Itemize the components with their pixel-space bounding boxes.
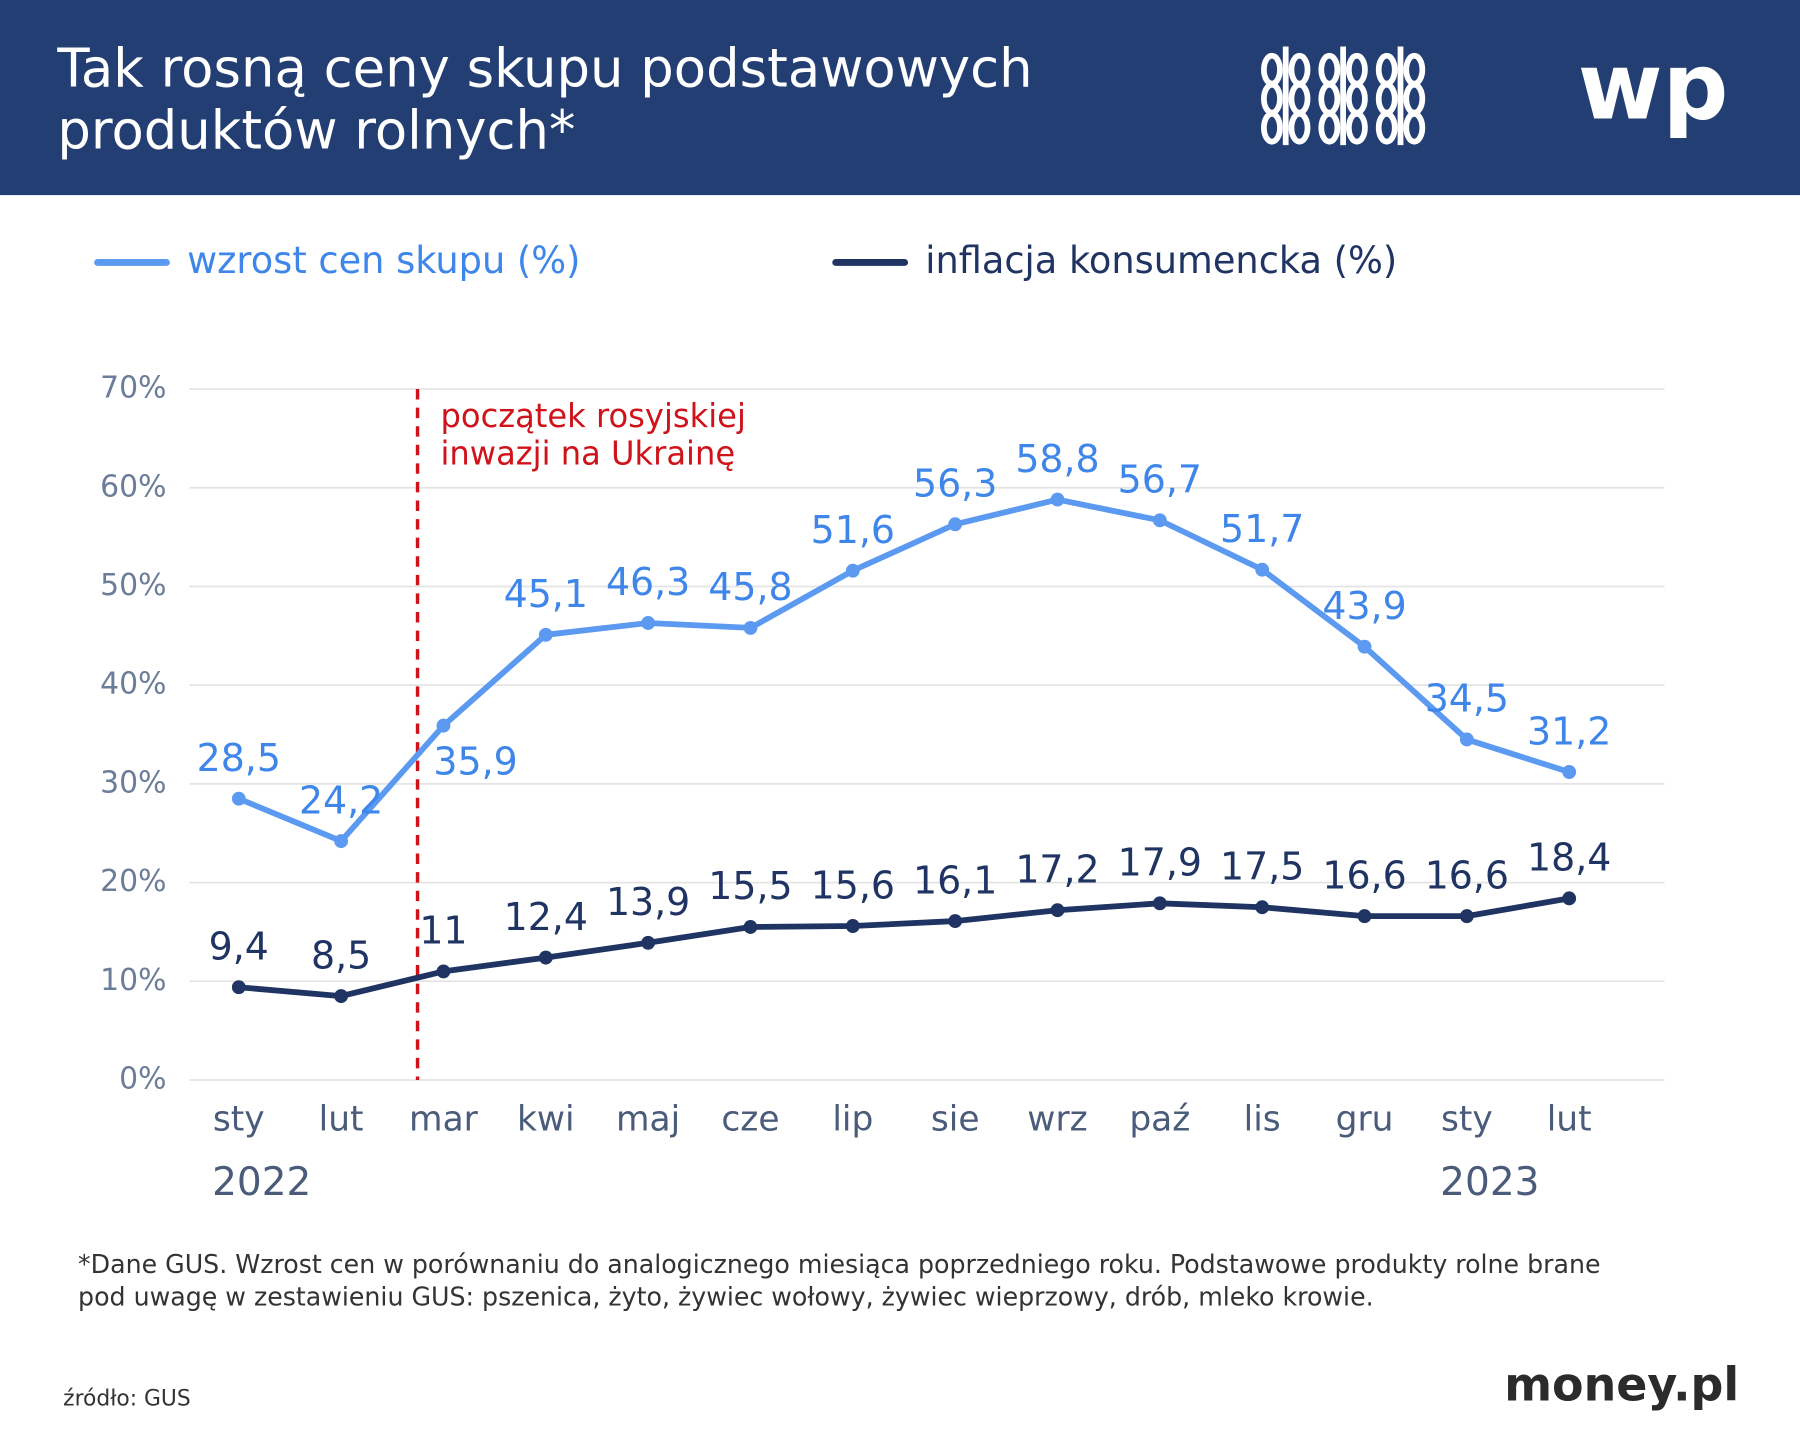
source: źródło: GUS (63, 1386, 191, 1411)
y-tick-label: 0% (119, 1061, 166, 1096)
value-label: 46,3 (606, 560, 690, 604)
x-tick-label: sie (931, 1100, 980, 1140)
value-label: 28,5 (197, 736, 281, 780)
footnote: pod uwagę w zestawieniu GUS: pszenica, ż… (78, 1281, 1374, 1311)
x-tick-label: gru (1336, 1100, 1394, 1140)
x-tick-label: cze (721, 1100, 779, 1140)
value-label: 35,9 (433, 739, 517, 783)
data-point (948, 914, 963, 929)
value-label: 16,1 (913, 858, 997, 902)
y-tick-label: 60% (100, 469, 166, 504)
year-label: 2022 (212, 1160, 311, 1205)
data-point (1459, 732, 1474, 747)
value-label: 24,2 (299, 778, 383, 822)
value-label: 43,9 (1322, 584, 1406, 628)
value-label: 45,8 (708, 565, 792, 609)
x-tick-label: mar (409, 1100, 479, 1140)
data-point (1050, 903, 1065, 918)
value-label: 45,1 (504, 572, 588, 616)
data-point (231, 791, 246, 806)
data-point (1050, 492, 1065, 507)
value-label: 15,6 (811, 863, 895, 907)
data-point (334, 834, 349, 849)
value-label: 18,4 (1527, 835, 1611, 879)
data-point (743, 620, 758, 635)
data-point (1357, 639, 1372, 654)
y-tick-label: 70% (100, 370, 166, 405)
value-label: 15,5 (708, 864, 792, 908)
data-point (334, 989, 349, 1004)
data-point (1357, 909, 1372, 924)
data-point (1562, 765, 1577, 779)
title: Tak rosną ceny skupu podstawowych (56, 37, 1032, 99)
x-tick-label: lis (1244, 1100, 1281, 1140)
x-tick-label: paź (1129, 1100, 1190, 1140)
data-point (538, 627, 553, 642)
legend-label: inflacja konsumencka (%) (925, 239, 1397, 282)
value-label: 31,2 (1527, 709, 1611, 753)
annotation-text: inwazji na Ukrainę (441, 434, 736, 472)
data-point (1255, 900, 1270, 915)
value-label: 11 (419, 908, 467, 952)
year-label: 2023 (1440, 1160, 1539, 1205)
wheat-icons (1261, 46, 1426, 146)
x-tick-label: sty (1441, 1100, 1493, 1140)
data-point (231, 980, 246, 995)
legend-label: wzrost cen skupu (%) (187, 239, 580, 282)
value-label: 17,5 (1220, 844, 1304, 888)
data-point (845, 919, 860, 933)
y-tick-label: 30% (100, 765, 166, 800)
data-point (538, 950, 553, 965)
value-label: 13,9 (606, 880, 690, 924)
x-tick-label: kwi (517, 1100, 575, 1140)
annotation-text: początek rosyjskiej (441, 397, 746, 435)
y-tick-label: 10% (100, 963, 166, 998)
x-tick-label: wrz (1027, 1100, 1087, 1140)
x-tick-label: lip (832, 1100, 873, 1140)
value-label: 16,6 (1425, 853, 1509, 897)
data-point (845, 563, 860, 578)
value-label: 34,5 (1425, 676, 1509, 720)
value-label: 56,7 (1118, 457, 1202, 501)
footnote: *Dane GUS. Wzrost cen w porównaniu do an… (78, 1249, 1600, 1279)
value-label: 58,8 (1015, 437, 1099, 481)
data-point (641, 616, 656, 630)
data-point (1562, 891, 1577, 906)
data-point (436, 718, 451, 733)
logo: wp (1578, 32, 1729, 141)
y-tick-label: 50% (100, 568, 166, 603)
data-point (436, 964, 451, 979)
value-label: 56,3 (913, 461, 997, 505)
y-tick-label: 20% (100, 864, 166, 899)
x-tick-label: lut (1547, 1100, 1592, 1140)
x-tick-label: sty (213, 1100, 265, 1140)
brand: money.pl (1504, 1357, 1739, 1411)
value-label: 51,7 (1220, 507, 1304, 551)
data-point (1255, 562, 1270, 577)
value-label: 51,6 (811, 508, 895, 552)
value-label: 16,6 (1322, 853, 1406, 897)
series-line (238, 895, 1570, 999)
data-point (1152, 513, 1167, 528)
value-label: 8,5 (311, 933, 371, 977)
x-tick-label: lut (319, 1100, 364, 1140)
title: produktów rolnych* (57, 99, 575, 161)
data-point (1459, 909, 1474, 924)
data-point (948, 517, 963, 532)
series-line (237, 496, 1571, 845)
x-tick-label: maj (616, 1100, 680, 1140)
value-label: 9,4 (209, 924, 269, 968)
value-label: 17,9 (1118, 840, 1202, 884)
value-label: 17,2 (1015, 847, 1099, 891)
header-band (0, 0, 1800, 196)
data-point (743, 920, 758, 934)
value-label: 12,4 (504, 895, 588, 939)
data-point (1152, 896, 1167, 911)
data-point (641, 935, 656, 950)
y-tick-label: 40% (100, 667, 166, 702)
